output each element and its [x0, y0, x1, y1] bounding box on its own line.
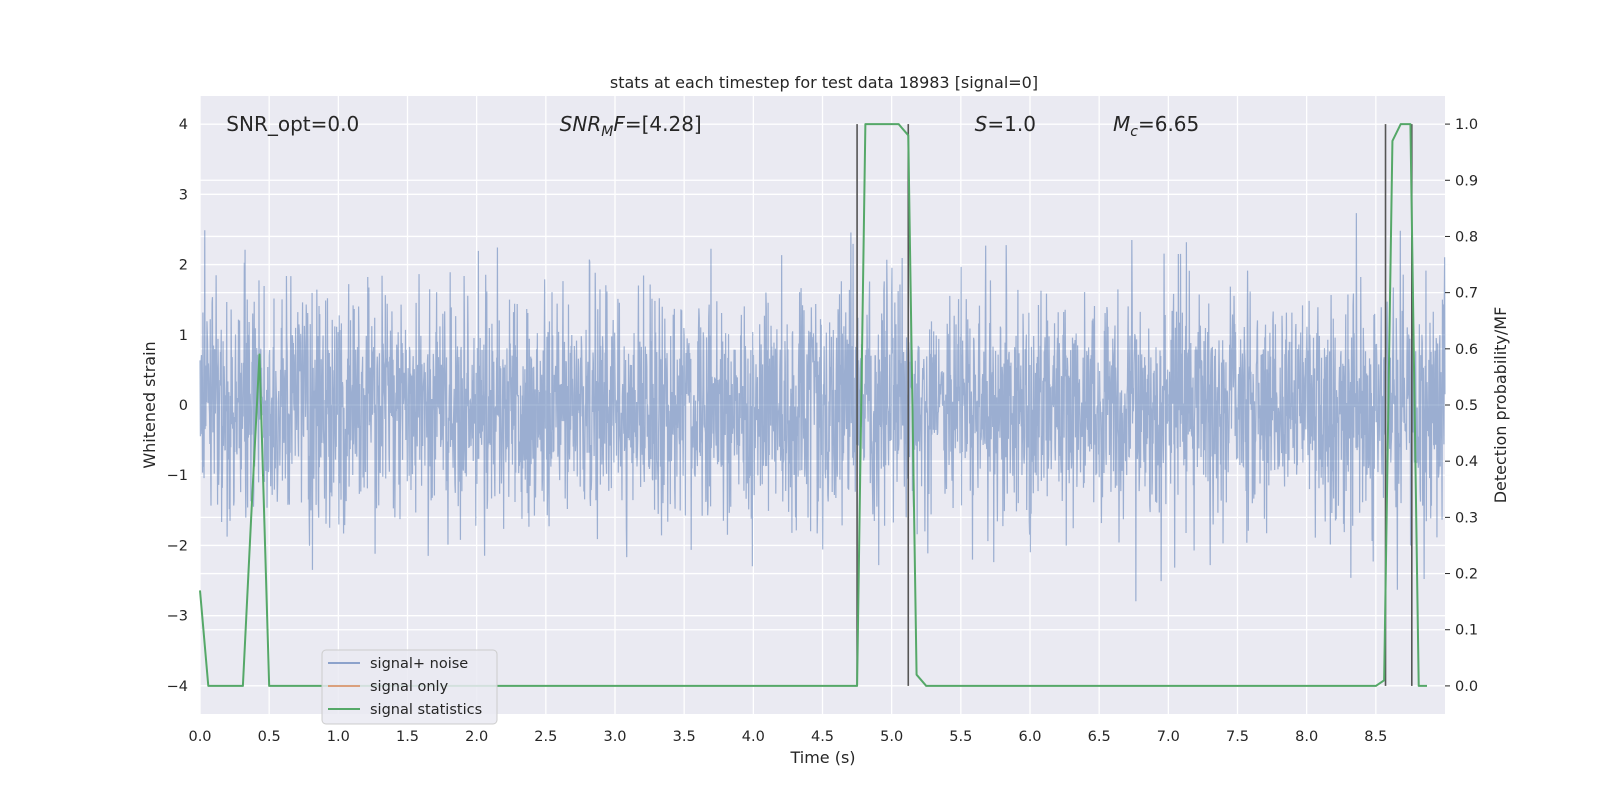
signal-noise-line — [199, 213, 1446, 602]
y-left-tick-label: −4 — [167, 679, 188, 695]
chart-title: stats at each timestep for test data 189… — [610, 73, 1038, 92]
x-tick-label: 0.5 — [258, 729, 281, 745]
x-tick-label: 7.0 — [1157, 729, 1180, 745]
y-right-axis-ticks: 0.0 0.1 0.2 0.3 0.4 0.5 0.6 0.7 0.8 0.9 1.0 — [1445, 117, 1478, 695]
y-left-tick-label: 3 — [179, 187, 188, 203]
y-left-axis-ticks: −4 −3 −2 −1 0 1 2 3 4 — [167, 117, 188, 695]
series-signal-noise — [199, 213, 1446, 602]
x-tick-label: 6.5 — [1088, 729, 1111, 745]
annotation-3: Mc=6.65 — [1113, 112, 1199, 140]
y-left-axis-label: Whitened strain — [140, 341, 159, 468]
x-tick-label: 5.5 — [949, 729, 972, 745]
legend: signal+ noise signal only signal statistic… — [321, 649, 498, 725]
x-tick-label: 1.5 — [396, 729, 419, 745]
y-right-tick-label: 0.1 — [1455, 623, 1478, 639]
x-tick-label: 7.5 — [1226, 729, 1249, 745]
x-tick-label: 3.0 — [603, 729, 626, 745]
x-tick-label: 3.5 — [673, 729, 696, 745]
y-right-tick-label: 0.4 — [1455, 454, 1478, 470]
y-left-tick-label: 1 — [179, 328, 188, 344]
y-right-tick-label: 0.0 — [1455, 679, 1478, 695]
y-left-tick-label: 0 — [179, 398, 188, 414]
signal-statistics-line — [199, 123, 1428, 687]
y-right-tick-label: 0.3 — [1455, 510, 1478, 526]
x-tick-label: 0.0 — [188, 729, 211, 745]
y-left-tick-label: −2 — [167, 538, 188, 554]
legend-label-2: signal statistics — [370, 702, 482, 718]
annotation-1: SNRMF=[4.28] — [560, 112, 702, 140]
x-tick-label: 4.5 — [811, 729, 834, 745]
x-tick-label: 4.0 — [742, 729, 765, 745]
legend-label-0: signal+ noise — [370, 656, 468, 672]
x-tick-label: 8.0 — [1295, 729, 1318, 745]
y-right-tick-label: 0.5 — [1455, 398, 1478, 414]
x-tick-label: 6.0 — [1018, 729, 1041, 745]
y-right-axis-label: Detection probability/MF — [1491, 307, 1510, 504]
y-right-tick-label: 0.8 — [1455, 229, 1478, 245]
annotation-2: S=1.0 — [975, 112, 1036, 136]
legend-box — [321, 649, 498, 725]
x-tick-label: 8.5 — [1364, 729, 1387, 745]
y-left-tick-label: 2 — [179, 258, 188, 274]
legend-label-1: signal only — [370, 679, 449, 695]
y-right-tick-label: 0.9 — [1455, 173, 1478, 189]
x-tick-label: 2.0 — [465, 729, 488, 745]
series-signal-statistics — [199, 123, 1428, 687]
x-tick-label: 1.0 — [327, 729, 350, 745]
x-tick-label: 5.0 — [880, 729, 903, 745]
y-left-tick-label: 4 — [179, 117, 188, 133]
y-right-tick-label: 0.6 — [1455, 342, 1478, 358]
x-tick-label: 2.5 — [534, 729, 557, 745]
y-right-tick-label: 0.7 — [1455, 286, 1478, 302]
annotation-0: SNR_opt=0.0 — [226, 112, 359, 136]
y-right-tick-label: 1.0 — [1455, 117, 1478, 133]
x-axis-ticks: 0.0 0.5 1.0 1.5 2.0 2.5 3.0 3.5 4.0 4.5 5.0 5.5 6.0 6… — [188, 729, 1387, 745]
y-left-tick-label: −3 — [167, 609, 188, 625]
y-left-tick-label: −1 — [167, 468, 188, 484]
y-right-tick-label: 0.2 — [1455, 567, 1478, 583]
annotations: SNR_opt=0.0 SNRMF=[4.28] S=1.0 Mc=6.65 — [226, 112, 1199, 140]
x-axis-label: Time (s) — [789, 748, 855, 767]
